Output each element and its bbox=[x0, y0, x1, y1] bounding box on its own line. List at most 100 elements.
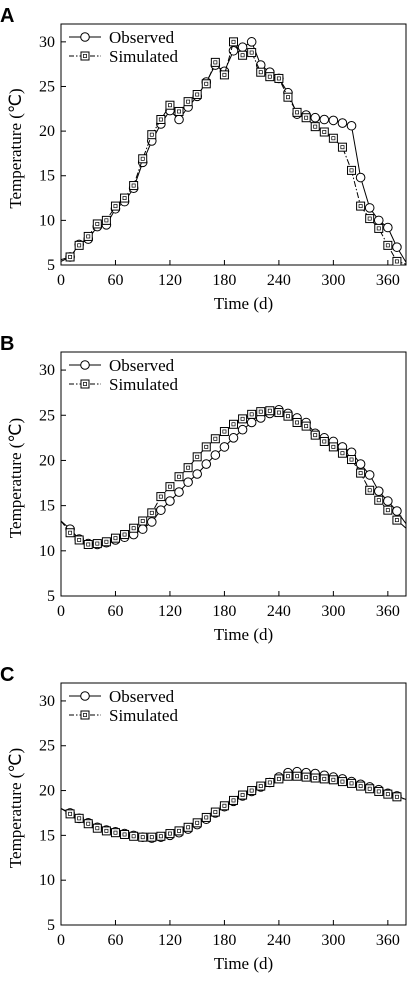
panel-b-series-simulated-point-inner bbox=[222, 429, 227, 434]
panel-a-series-simulated-point bbox=[219, 70, 229, 80]
panel-c-series-simulated-point bbox=[83, 819, 93, 829]
panel-b-series-simulated-point bbox=[365, 485, 375, 495]
panel-b-series-simulated-point-inner bbox=[258, 409, 263, 414]
panel-a-xtick-label: 360 bbox=[376, 272, 400, 289]
panel-c-legend-label: Observed bbox=[109, 687, 175, 706]
panel-c-xtick-label: 240 bbox=[267, 932, 291, 949]
panel-c-ytick-label: 30 bbox=[39, 693, 55, 710]
panel-c-frame bbox=[60, 682, 407, 926]
panel-b-series-simulated-point-inner bbox=[322, 439, 327, 444]
panel-b-series-observed-point bbox=[210, 450, 221, 460]
panel-c-series-simulated-point bbox=[156, 831, 166, 841]
panel-c-series-simulated-point-inner bbox=[358, 784, 363, 789]
panel-a: A 0 60 120 180 240 300 360 5 10 15 20 25 30 Time (d) Te… bbox=[0, 5, 407, 313]
panel-a-xtick-label: 300 bbox=[321, 272, 345, 289]
panel-b-series-observed-point bbox=[146, 517, 157, 527]
panel-c-series-simulated-point bbox=[229, 795, 238, 805]
panel-b-series-simulated-point bbox=[138, 516, 148, 526]
panel-a-series-simulated-point bbox=[83, 231, 93, 241]
panel-b-series-simulated-point bbox=[183, 463, 193, 473]
panel-c-series-simulated-point-inner bbox=[349, 781, 354, 786]
panel-c-legend-marker bbox=[80, 710, 90, 720]
panel-a-series-simulated-point bbox=[283, 92, 293, 102]
panel-a-series-simulated-point bbox=[383, 240, 393, 250]
panel-b-series-simulated-point-inner bbox=[122, 532, 127, 537]
panel-c-series-simulated-point bbox=[292, 771, 302, 781]
panel-b-series-simulated-point-inner bbox=[140, 519, 145, 523]
panel-c-series-simulated-point-inner bbox=[104, 828, 109, 833]
panel-a-series-observed-point bbox=[228, 45, 239, 56]
panel-c-series-simulated-point-inner bbox=[258, 784, 263, 789]
panel-b-series-observed-point bbox=[137, 524, 148, 534]
panel-a-series-simulated-line bbox=[61, 40, 406, 265]
panel-b-frame bbox=[60, 351, 407, 597]
panel-a-ytick-label: 20 bbox=[39, 123, 55, 140]
panel-a-series-observed-point bbox=[346, 120, 357, 131]
panel-b-xtick-label: 120 bbox=[158, 603, 182, 620]
panel-b-series-simulated-point-inner bbox=[113, 536, 118, 541]
panel-b-series-observed-point bbox=[246, 417, 257, 428]
panel-a-series-simulated-point-inner bbox=[358, 204, 363, 209]
panel-c-series-simulated-point bbox=[219, 801, 229, 811]
panel-c-series-simulated-point bbox=[383, 789, 393, 799]
panel-b-xtick-label: 60 bbox=[107, 603, 123, 620]
panel-a-series-simulated-point bbox=[110, 201, 120, 211]
panel-c-series-simulated-point-inner bbox=[295, 774, 300, 779]
panel-b-series-simulated-point bbox=[328, 442, 338, 452]
panel-c-xtick-label: 360 bbox=[376, 932, 400, 949]
panel-b-series-observed-point bbox=[355, 459, 366, 469]
panel-a-series-simulated-point-inner bbox=[340, 145, 345, 150]
panel-a-series-simulated-point bbox=[210, 57, 220, 67]
panel-c-series-simulated-point bbox=[301, 772, 311, 782]
panel-a-series-simulated-point bbox=[347, 165, 357, 175]
panel-a-series-simulated-point-inner bbox=[286, 95, 290, 100]
panel-a-series-observed-point bbox=[319, 114, 330, 125]
panel-c-series-simulated-point bbox=[374, 786, 384, 796]
panel-c-series-simulated-point-inner bbox=[385, 792, 390, 797]
panel-b-series-simulated-point bbox=[301, 421, 311, 431]
panel-c-series-simulated-point-inner bbox=[77, 816, 82, 821]
panel-a-series-observed-point bbox=[355, 172, 366, 183]
panel-b-series-simulated-point-inner bbox=[231, 422, 236, 427]
panel-c-series-simulated-point bbox=[147, 832, 157, 842]
panel-a-xtick-label: 60 bbox=[107, 272, 123, 289]
panel-b-series-simulated-point bbox=[74, 535, 84, 545]
panel-c-series-simulated-point bbox=[192, 818, 202, 828]
panel-c-series-simulated-point-inner bbox=[213, 810, 218, 815]
panel-b-xtick-label: 300 bbox=[321, 603, 345, 620]
panel-b-legend-label: Observed bbox=[109, 356, 175, 375]
panel-a-ylabel: Temperature (℃) bbox=[6, 88, 25, 208]
panel-c-xtick-label: 120 bbox=[158, 932, 182, 949]
panel-b-series-observed-point bbox=[219, 442, 230, 452]
panel-a-series-observed bbox=[61, 37, 406, 263]
panel-c-series-simulated-point-inner bbox=[331, 777, 336, 782]
panel-b-ytick-label: 10 bbox=[39, 543, 55, 560]
panel-b-series-simulated-point bbox=[356, 468, 366, 478]
panel-a-series-simulated-point bbox=[265, 72, 275, 82]
panel-c-series-simulated-point-inner bbox=[195, 820, 200, 825]
panel-b-series-simulated-point bbox=[101, 537, 111, 547]
panel-a-series-simulated-point bbox=[183, 97, 193, 107]
panel-b-series-simulated-point-inner bbox=[195, 454, 200, 459]
panel-a-series-simulated-point-inner bbox=[331, 136, 336, 141]
panel-b-series-simulated-line bbox=[61, 410, 406, 546]
panel-a-xtick-label: 240 bbox=[267, 272, 291, 289]
panel-a-series-simulated-point-inner bbox=[231, 39, 236, 44]
panel-c-series-simulated-point bbox=[328, 775, 338, 785]
panel-c-legend-marker bbox=[80, 691, 90, 701]
panel-b-series-simulated-point-inner bbox=[385, 508, 390, 513]
panel-c-series-simulated-point bbox=[201, 812, 211, 822]
panel-a-series-observed-point bbox=[246, 37, 257, 47]
panel-b-series-simulated-point-inner bbox=[313, 433, 318, 438]
panel-a-series-simulated-point-inner bbox=[376, 226, 381, 231]
panel-a-series-simulated-point bbox=[74, 240, 84, 250]
panel-a-series-simulated-point-inner bbox=[195, 92, 200, 97]
panel-c-series-simulated-point bbox=[274, 774, 284, 784]
panel-a-series-observed-point bbox=[364, 203, 375, 213]
panel-c-series-simulated-point bbox=[310, 773, 320, 783]
panel-a-series-simulated-point-inner bbox=[149, 132, 154, 137]
panel-c-series-simulated-point-inner bbox=[394, 794, 399, 799]
panel-c-series-simulated-point-inner bbox=[313, 776, 318, 780]
panel-b-series-simulated-point-inner bbox=[286, 414, 290, 419]
